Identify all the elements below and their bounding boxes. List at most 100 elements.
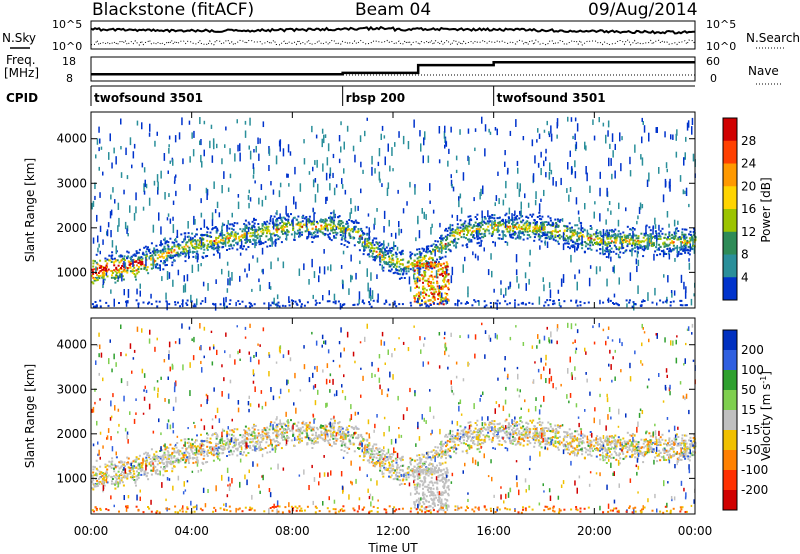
data-cell xyxy=(646,451,649,454)
data-cell xyxy=(360,161,362,168)
data-cell xyxy=(604,242,607,245)
data-cell xyxy=(325,219,328,222)
data-cell xyxy=(395,265,398,268)
data-cell xyxy=(493,223,495,226)
data-cell xyxy=(437,261,440,264)
data-cell xyxy=(199,237,202,240)
data-cell xyxy=(635,237,638,240)
data-cell xyxy=(343,303,346,306)
colorbar-swatch xyxy=(723,140,737,164)
data-cell xyxy=(432,243,435,246)
data-cell xyxy=(548,443,551,446)
data-cell xyxy=(123,260,125,268)
data-cell xyxy=(398,228,400,236)
data-cell xyxy=(522,227,525,230)
data-cell xyxy=(215,452,218,455)
data-cell xyxy=(270,181,272,186)
data-cell xyxy=(645,232,647,235)
data-cell xyxy=(193,215,195,225)
data-cell xyxy=(103,269,106,272)
data-cell xyxy=(266,226,268,229)
data-cell xyxy=(464,256,466,262)
data-cell xyxy=(284,217,286,220)
data-cell xyxy=(338,135,341,142)
data-cell xyxy=(379,248,382,251)
data-cell xyxy=(419,256,422,259)
data-cell xyxy=(432,302,435,305)
data-cell xyxy=(254,180,256,184)
data-cell xyxy=(343,244,346,247)
data-cell xyxy=(186,251,189,254)
data-cell xyxy=(243,440,246,443)
data-cell xyxy=(164,241,167,243)
data-cell xyxy=(425,289,428,292)
y-tick-label: 4000 xyxy=(56,132,87,146)
data-cell xyxy=(425,305,428,308)
data-cell xyxy=(366,233,369,236)
data-cell xyxy=(603,233,606,236)
data-cell xyxy=(628,240,631,243)
data-cell xyxy=(184,255,187,258)
data-cell xyxy=(240,238,242,241)
data-cell xyxy=(610,256,612,262)
data-cell xyxy=(423,454,426,457)
data-cell xyxy=(572,244,575,247)
data-cell xyxy=(540,223,543,226)
data-cell xyxy=(222,237,225,240)
data-cell xyxy=(430,244,433,247)
data-cell xyxy=(332,153,335,159)
data-cell xyxy=(675,133,677,141)
data-cell xyxy=(671,439,674,442)
data-cell xyxy=(191,132,193,139)
data-cell xyxy=(542,229,545,231)
freq-right-tick-top: 60 xyxy=(706,55,720,68)
data-cell xyxy=(377,253,380,256)
data-cell xyxy=(496,302,498,310)
data-cell xyxy=(259,237,261,241)
data-cell xyxy=(140,264,143,267)
data-cell xyxy=(542,226,545,229)
data-cell xyxy=(414,186,416,195)
data-cell xyxy=(666,238,669,241)
data-cell xyxy=(102,284,104,289)
data-cell xyxy=(619,232,622,235)
data-cell xyxy=(227,270,230,277)
data-cell xyxy=(482,434,485,437)
data-cell xyxy=(248,301,251,304)
data-cell xyxy=(249,117,251,126)
data-cell xyxy=(583,302,586,305)
data-cell xyxy=(576,238,579,241)
data-cell xyxy=(689,436,692,439)
data-cell xyxy=(332,437,335,440)
data-cell xyxy=(460,429,463,432)
data-cell xyxy=(388,264,391,267)
data-cell xyxy=(634,303,637,306)
data-cell xyxy=(188,251,190,260)
data-cell xyxy=(535,223,538,226)
data-cell xyxy=(257,429,260,431)
data-cell xyxy=(614,241,617,244)
data-cell xyxy=(233,244,235,247)
data-cell xyxy=(267,225,270,228)
data-cell xyxy=(640,447,643,450)
data-cell xyxy=(223,446,226,449)
data-cell xyxy=(474,216,477,218)
data-cell xyxy=(511,213,513,222)
data-cell xyxy=(296,218,299,221)
data-cell xyxy=(99,472,102,475)
data-cell xyxy=(419,267,422,270)
freq-right-tick-bottom: 0 xyxy=(710,72,717,85)
data-cell xyxy=(269,304,272,307)
data-cell xyxy=(129,205,131,213)
data-cell xyxy=(203,149,205,157)
data-cell xyxy=(302,420,305,423)
data-cell xyxy=(430,463,433,466)
data-cell xyxy=(290,299,293,302)
data-cell xyxy=(441,237,444,240)
data-cell xyxy=(525,223,528,226)
data-cell xyxy=(268,165,270,172)
data-cell xyxy=(329,167,332,176)
data-cell xyxy=(671,236,674,239)
data-cell xyxy=(522,238,525,241)
data-cell xyxy=(470,233,473,236)
